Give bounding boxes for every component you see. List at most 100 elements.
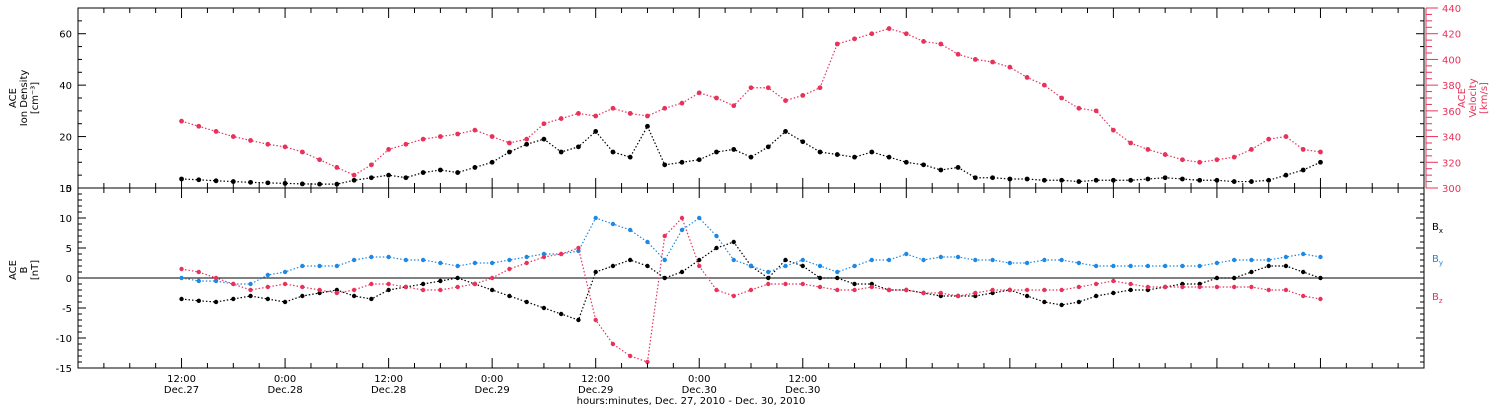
b-field-tick-label: -5 [62, 304, 72, 315]
point-bz [317, 287, 322, 293]
density-point [437, 167, 443, 173]
bottom-panel: -15 -10 -5 0 5 10 15 ACE B [nT] Bx By Bz [8, 184, 1443, 375]
point-by [300, 263, 305, 269]
point-bx [248, 293, 253, 299]
date-tick-label: Dec.28 [267, 385, 302, 396]
density-point [351, 177, 357, 183]
point-bx [679, 269, 685, 275]
point-by [1231, 257, 1237, 263]
density-point [696, 157, 702, 163]
point-bz [1162, 284, 1168, 290]
legend-bz: Bz [1432, 292, 1443, 305]
point-bx [196, 298, 201, 303]
velocity-point [834, 41, 840, 47]
point-by [507, 257, 512, 263]
velocity-label-line: [km/s] [1479, 82, 1490, 114]
point-bz [1180, 284, 1185, 290]
point-bz [955, 293, 961, 299]
b-field-axis-label: ACE B [nT] [8, 260, 41, 280]
point-bx [507, 293, 512, 299]
point-bz [369, 281, 374, 287]
velocity-point [1197, 159, 1203, 165]
time-tick-label: 0:00 [274, 374, 296, 385]
time-tick-label: 12:00 [167, 374, 196, 385]
density-point [990, 175, 995, 181]
velocity-point [230, 134, 236, 139]
b-field-tick-label: 0 [66, 274, 72, 285]
point-bx [438, 278, 443, 284]
time-tick-label: 0:00 [481, 374, 503, 385]
point-bz [248, 287, 253, 293]
density-point [1266, 177, 1272, 183]
point-by [1301, 251, 1306, 257]
density-label-line: ACE [8, 88, 19, 108]
point-by [783, 263, 788, 269]
point-by [1318, 254, 1323, 260]
point-bz [679, 215, 685, 221]
point-bx [714, 245, 719, 251]
point-bx [576, 317, 581, 323]
point-bz [904, 287, 909, 293]
point-by [886, 257, 892, 263]
point-bx [800, 263, 805, 269]
point-by [869, 257, 874, 263]
b-field-tick-label: 10 [59, 214, 72, 225]
density-point [524, 141, 530, 147]
density-point [645, 123, 650, 129]
density-label-line: [cm⁻³] [30, 82, 41, 114]
density-axis: 0 20 40 60 [59, 7, 1424, 195]
point-by [1180, 263, 1185, 269]
date-tick-label: Dec.28 [371, 385, 406, 396]
density-tick-label: 0 [66, 184, 72, 195]
point-bx [1128, 287, 1133, 293]
point-by [1197, 263, 1202, 269]
point-bz [403, 284, 409, 290]
density-point [1041, 177, 1047, 183]
density-point [869, 149, 875, 155]
point-bz [1059, 287, 1064, 293]
point-by [351, 257, 357, 263]
velocity-point [455, 131, 461, 137]
point-bz [852, 287, 857, 293]
velocity-point [1162, 152, 1168, 157]
density-point [317, 181, 322, 187]
velocity-point [265, 141, 271, 147]
time-tick-label: 12:00 [788, 374, 817, 385]
point-bx [386, 287, 391, 293]
point-bz [300, 284, 305, 290]
density-point [903, 159, 909, 165]
point-bz [1128, 281, 1133, 287]
point-bz [1093, 281, 1099, 287]
point-by [472, 260, 478, 266]
density-point [834, 152, 840, 157]
velocity-tick-label: 400 [1442, 55, 1461, 66]
velocity-tick-label: 300 [1442, 184, 1461, 195]
point-bz [973, 290, 978, 296]
point-bz [282, 281, 288, 287]
velocity-point [420, 136, 426, 142]
time-axis: 12:00Dec.270:00Dec.2812:00Dec.280:00Dec.… [77, 8, 1425, 396]
density-point [1283, 172, 1289, 178]
point-bz [714, 287, 719, 293]
point-bx [1231, 275, 1237, 281]
point-bz [748, 287, 754, 293]
velocity-tick-label: 340 [1442, 133, 1461, 144]
point-bz [1111, 278, 1116, 284]
velocity-point [593, 113, 599, 119]
point-bx [231, 296, 236, 302]
density-point [1059, 177, 1065, 183]
point-by [1249, 257, 1254, 263]
velocity-trace [181, 27, 1321, 176]
point-by [766, 269, 771, 275]
density-point [368, 175, 374, 181]
point-bz [438, 287, 443, 293]
velocity-point [714, 95, 719, 101]
density-axis-label: ACE Ion Density [cm⁻³] [8, 70, 41, 127]
b-field-tick-label: -10 [56, 334, 72, 345]
density-point [455, 170, 461, 175]
point-bz [1024, 287, 1030, 293]
density-point [852, 154, 857, 160]
velocity-point [1318, 149, 1323, 155]
time-tick-label: 0:00 [688, 374, 710, 385]
